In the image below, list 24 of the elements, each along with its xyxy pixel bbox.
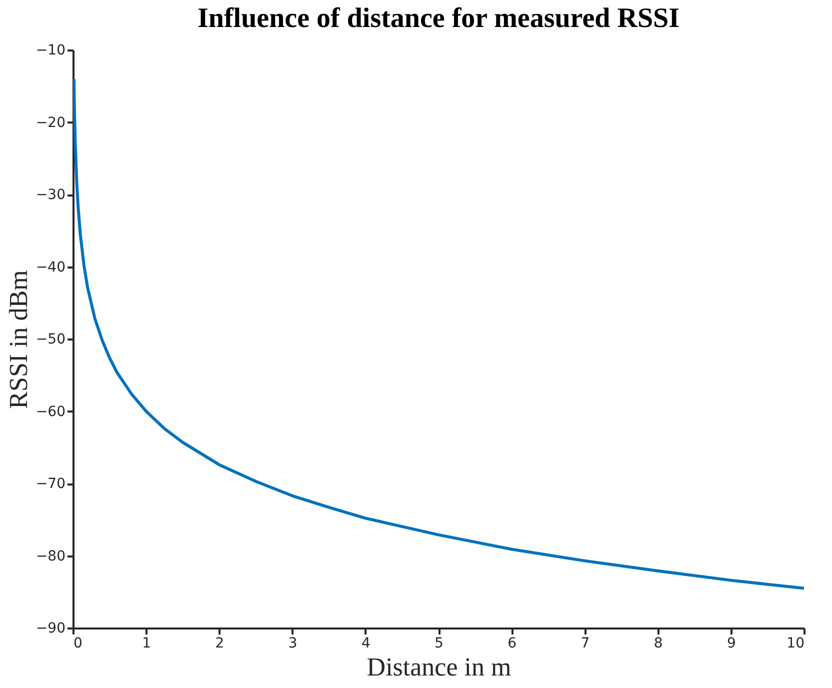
x-tick-label: 3 [288, 636, 298, 652]
x-axis-title: Distance in m [366, 652, 512, 682]
y-tick-label: −20 [36, 114, 66, 131]
x-tick-label: 4 [361, 636, 370, 652]
x-tick-label: 10 [786, 636, 804, 652]
y-tick-label: −80 [36, 548, 66, 564]
x-tick-label: 1 [142, 636, 152, 652]
x-tick-label: 0 [74, 636, 82, 652]
y-tick-label: −30 [36, 187, 66, 203]
line-series [73, 77, 804, 590]
x-tick-label: 6 [508, 636, 517, 652]
x-tick-label: 7 [580, 636, 590, 652]
y-tick-label: −90 [36, 620, 66, 636]
y-tick-label: −70 [36, 476, 66, 492]
chart-title: Influence of distance for measured RSSI [198, 3, 680, 34]
x-tick-label: 2 [215, 636, 224, 652]
y-tick-label: −10 [36, 42, 66, 58]
y-tick-label: −40 [36, 259, 66, 276]
x-tick-label: 8 [654, 636, 663, 652]
y-axis-title: RSSI in dBm [4, 270, 33, 409]
x-tick-label: 9 [726, 636, 736, 652]
y-tick-label: −50 [36, 332, 66, 348]
y-tick-label: −60 [36, 404, 66, 420]
x-tick-label: 5 [434, 636, 444, 652]
